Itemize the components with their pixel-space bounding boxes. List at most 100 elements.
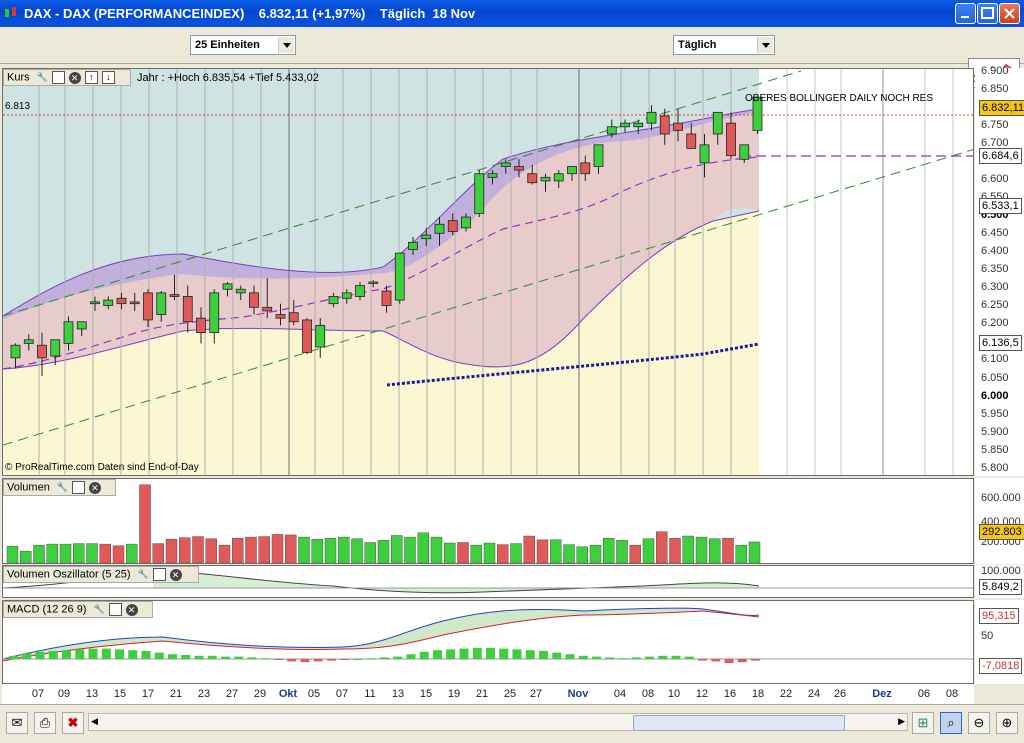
macd-histogram-bar	[207, 655, 217, 659]
wrench-icon[interactable]: 🔧	[93, 604, 105, 614]
volume-bar	[510, 543, 522, 563]
scroll-right-icon[interactable]: ▶	[898, 716, 905, 726]
candle	[606, 126, 617, 135]
units-select-value: 25 Einheiten	[195, 39, 260, 51]
period-select[interactable]: Täglich	[673, 35, 775, 55]
candle	[580, 162, 591, 175]
volume-bar	[338, 536, 350, 563]
vo-y-axis: 100.000 5.849,2	[975, 565, 1024, 598]
wrench-icon[interactable]: 🔧	[137, 569, 149, 579]
candle	[76, 321, 87, 330]
close-button[interactable]	[999, 3, 1020, 24]
candle	[222, 283, 233, 290]
scroll-thumb[interactable]	[633, 715, 845, 731]
price-tick: 5.900	[981, 425, 1009, 438]
x-tick: 27	[529, 688, 543, 700]
volume-bar	[603, 537, 615, 563]
window-small-icon[interactable]	[71, 481, 85, 494]
macd-histogram-bar	[446, 649, 456, 659]
macd-histogram-bar	[671, 655, 681, 659]
x-tick: 08	[641, 688, 655, 700]
macd-histogram-bar	[539, 651, 548, 659]
x-tick: 08	[945, 688, 959, 700]
volume-bar	[59, 543, 72, 563]
zoom-in-icon[interactable]: ⊕	[996, 712, 1018, 734]
x-tick: 13	[391, 688, 405, 700]
candle	[500, 162, 511, 167]
volume-bar	[589, 544, 602, 563]
volume-bar	[298, 536, 310, 563]
status-bar: ✉ ⎙ ✖ ◀ ▶ ⊞ ⌕ ⊖ ⊕	[0, 704, 1024, 743]
mail-icon[interactable]: ✉	[6, 712, 28, 734]
window-small-icon[interactable]	[51, 71, 65, 84]
wrench-icon[interactable]: 🔧	[56, 482, 69, 492]
zoom-fit-icon[interactable]: ⊞	[912, 712, 934, 734]
volume-bar	[351, 538, 363, 563]
volume-bar	[324, 537, 337, 563]
window-small-icon[interactable]	[108, 603, 122, 616]
maximize-button[interactable]	[977, 3, 998, 24]
trend-level-tag: 6.136,5	[979, 335, 1022, 351]
volume-bar	[656, 531, 668, 563]
arrow-down-icon[interactable]: ↓	[101, 71, 115, 84]
macd-histogram-bar	[287, 659, 297, 662]
candle	[567, 166, 577, 175]
scroll-left-icon[interactable]: ◀	[91, 716, 98, 726]
price-tick: 5.950	[981, 407, 1009, 420]
zoom-select-icon[interactable]: ⌕	[940, 712, 962, 734]
window-small-icon[interactable]	[152, 568, 166, 581]
price-info: Jahr : +Hoch 6.835,54 +Tief 5.433,02	[137, 72, 319, 84]
arrow-up-icon[interactable]: ↑	[84, 71, 98, 84]
volume-panel[interactable]: Volumen 🔧 ✕	[2, 478, 974, 564]
volume-bar	[192, 536, 204, 563]
macd-histogram-bar	[22, 653, 32, 659]
close-icon[interactable]: ✕	[125, 603, 138, 616]
volume-oscillator-panel[interactable]: Volumen Oszillator (5 25) 🔧 ✕	[2, 565, 974, 598]
volume-bar	[483, 542, 496, 563]
candle	[593, 144, 604, 167]
volume-bar	[112, 545, 125, 563]
units-select[interactable]: 25 Einheiten	[190, 35, 296, 55]
macd-panel[interactable]: MACD (12 26 9) 🔧 ✕	[2, 600, 974, 684]
candle	[315, 324, 326, 348]
volume-bar	[444, 542, 456, 563]
x-tick: Dez	[872, 688, 892, 700]
close-icon[interactable]: ✕	[169, 568, 182, 581]
wrench-icon[interactable]: 🔧	[36, 72, 48, 82]
x-axis: 07 09 13 15 17 21 23 27 29 Okt 05 07 11 13 15 19 21 25 27 N…	[2, 684, 974, 704]
macd-histogram-bar	[141, 651, 151, 659]
title-bar: DAX - DAX (PERFORMANCEINDEX) 6.832,11 (+…	[0, 0, 1024, 27]
x-tick: 10	[667, 688, 681, 700]
candle	[726, 122, 736, 157]
x-tick: 06	[917, 688, 931, 700]
macd-histogram-bar	[578, 655, 588, 659]
x-tick: 15	[113, 688, 127, 700]
volume-panel-header: Volumen 🔧 ✕	[3, 479, 116, 496]
cancel-icon[interactable]: ✖	[62, 712, 84, 734]
print-icon[interactable]: ⎙	[34, 712, 56, 734]
candle	[249, 292, 259, 308]
period-select-value: Täglich	[678, 39, 717, 51]
candle	[686, 133, 697, 149]
volume-tick: 600.000	[981, 492, 1021, 504]
x-tick: 07	[335, 688, 349, 700]
close-icon[interactable]: ✕	[68, 71, 81, 84]
x-tick: 18	[751, 688, 765, 700]
price-panel[interactable]: Kurs 🔧 ✕ ↑ ↓ Jahr : +Hoch 6.835,54 +Tief 5.…	[2, 68, 974, 476]
volume-bar	[470, 544, 482, 563]
macd-hist-tag: -7,0818	[979, 658, 1023, 674]
x-tick: 26	[833, 688, 847, 700]
volume-bar	[536, 539, 549, 563]
x-tick: 15	[419, 688, 433, 700]
volume-panel-label: Volumen	[7, 481, 50, 494]
volume-bar	[629, 544, 641, 563]
horizontal-scrollbar[interactable]: ◀ ▶	[88, 713, 908, 731]
macd-histogram-bar	[751, 659, 760, 661]
close-icon[interactable]: ✕	[88, 481, 101, 494]
volume-bar	[523, 535, 535, 563]
minimize-button[interactable]	[955, 3, 976, 24]
macd-histogram-bar	[737, 659, 747, 663]
zoom-out-icon[interactable]: ⊖	[968, 712, 990, 734]
last-price-tag: 6.832,11	[979, 100, 1024, 116]
macd-histogram-bar	[486, 647, 495, 659]
